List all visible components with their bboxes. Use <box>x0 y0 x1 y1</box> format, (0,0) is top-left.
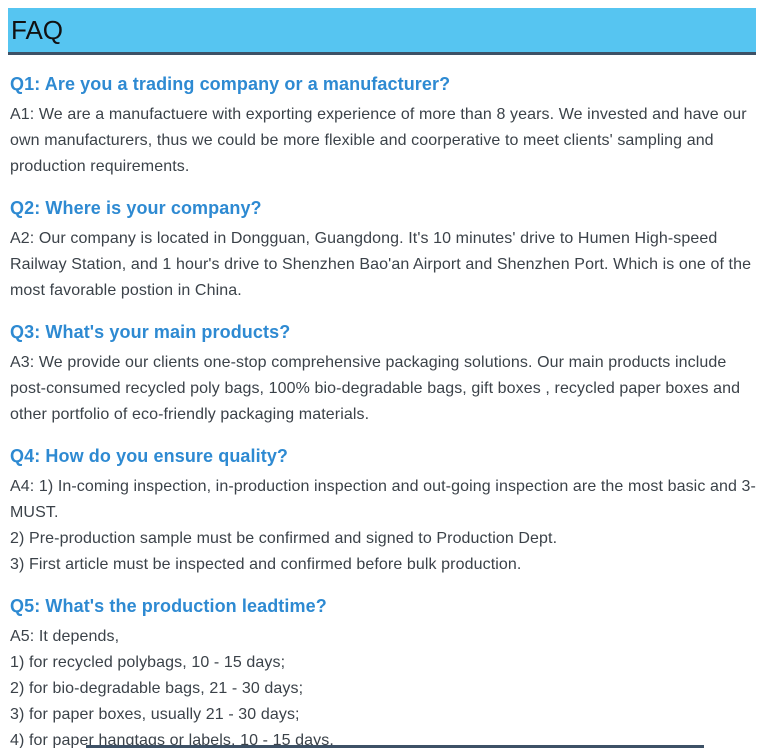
faq-section-header: FAQ <box>8 8 756 55</box>
faq-item: Q5: What's the production leadtime? A5: I… <box>10 595 756 748</box>
faq-answer-line: A5: It depends, <box>10 628 120 645</box>
faq-item: Q3: What's your main products? A3: We pro… <box>10 321 756 428</box>
faq-item: Q1: Are you a trading company or a manuf… <box>10 73 756 180</box>
faq-answer-line: A4: 1) In-coming inspection, in-producti… <box>10 478 756 521</box>
faq-answer-line: 1) for recycled polybags, 10 - 15 days; <box>10 654 286 671</box>
faq-question: Q4: How do you ensure quality? <box>10 446 289 466</box>
next-section-divider <box>86 745 704 748</box>
faq-answer-line: 2) Pre-production sample must be confirm… <box>10 530 558 547</box>
section-title: FAQ <box>11 15 64 45</box>
faq-answer-line: 2) for bio-degradable bags, 21 - 30 days… <box>10 680 304 697</box>
faq-question: Q2: Where is your company? <box>10 198 262 218</box>
faq-answer-line: A2: Our company is located in Dongguan, … <box>10 230 752 299</box>
faq-answer: A2: Our company is located in Dongguan, … <box>10 226 756 304</box>
faq-answer-line: 3) for paper boxes, usually 21 - 30 days… <box>10 706 300 723</box>
faq-answer: A3: We provide our clients one-stop comp… <box>10 350 756 428</box>
faq-item: Q2: Where is your company? A2: Our compan… <box>10 197 756 304</box>
faq-list: Q1: Are you a trading company or a manuf… <box>0 73 765 748</box>
faq-answer-line: A3: We provide our clients one-stop comp… <box>10 354 741 423</box>
faq-answer-line: A1: We are a manufactuere with exporting… <box>10 106 747 175</box>
faq-question: Q3: What's your main products? <box>10 322 291 342</box>
faq-question: Q5: What's the production leadtime? <box>10 596 327 616</box>
faq-question: Q1: Are you a trading company or a manuf… <box>10 74 451 94</box>
faq-answer-line: 3) First article must be inspected and c… <box>10 556 522 573</box>
faq-item: Q4: How do you ensure quality? A4: 1) In-… <box>10 445 756 578</box>
faq-answer: A4: 1) In-coming inspection, in-producti… <box>10 474 756 578</box>
faq-answer-line: 4) for paper hangtags or labels, 10 - 15… <box>10 732 334 748</box>
faq-answer: A5: It depends, 1) for recycled polybags,… <box>10 624 756 748</box>
faq-answer: A1: We are a manufactuere with exporting… <box>10 102 756 180</box>
